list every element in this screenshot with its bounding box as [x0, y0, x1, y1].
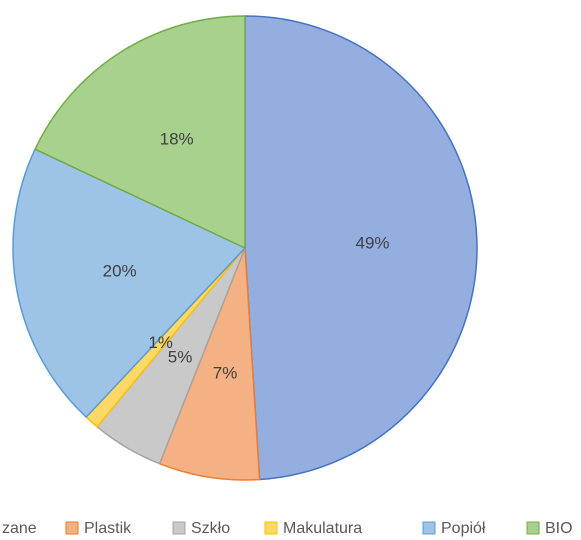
- legend-label: zane: [2, 520, 37, 537]
- legend-swatch: [526, 521, 540, 535]
- legend-swatch: [65, 521, 79, 535]
- data-label: 20%: [103, 261, 137, 280]
- data-label: 7%: [213, 364, 238, 383]
- legend-label: Szkło: [191, 520, 230, 537]
- pie-slice: [12, 148, 247, 419]
- data-label: 49%: [356, 233, 390, 252]
- legend-label: BIO: [545, 520, 573, 537]
- data-label: 18%: [160, 130, 194, 149]
- data-label: 5%: [168, 347, 193, 366]
- legend-swatch: [172, 521, 186, 535]
- legend-swatch: [422, 521, 436, 535]
- data-label: 1%: [148, 333, 173, 352]
- pie-slice: [244, 15, 478, 481]
- legend-label: Plastik: [84, 520, 132, 537]
- legend-label: Makulatura: [283, 520, 362, 537]
- pie-slice: [158, 247, 261, 481]
- pie-slice: [34, 15, 246, 250]
- legend-label: Popiół: [441, 520, 486, 537]
- legend-swatch: [264, 521, 278, 535]
